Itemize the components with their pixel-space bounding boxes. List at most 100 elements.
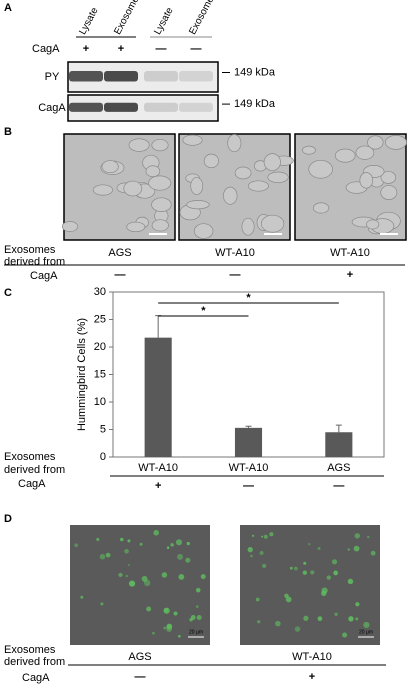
fluorescent-spot (139, 542, 143, 546)
cell (182, 134, 203, 146)
fluorescent-spot (127, 539, 131, 543)
cell (247, 180, 269, 192)
fluorescent-spot (200, 574, 206, 580)
panel-label: D (4, 513, 12, 525)
cell (302, 145, 316, 155)
cell (227, 134, 242, 153)
cell (223, 186, 238, 205)
row-label: derived from (4, 464, 65, 476)
cell (241, 217, 255, 236)
column-header: Exosome (112, 0, 141, 37)
row-label: derived from (4, 656, 65, 668)
fluorescent-spot (128, 580, 136, 587)
fluorescent-spot (152, 631, 155, 635)
fluorescent-spot (105, 552, 111, 558)
fluorescent-spot (178, 573, 185, 580)
fluorescent-spot (326, 575, 331, 580)
fluorescent-spot (334, 612, 338, 616)
fluorescent-spot (118, 572, 123, 578)
sign: + (309, 671, 315, 683)
cell (234, 166, 252, 180)
row-label: CagA (30, 270, 58, 282)
sign: + (118, 43, 124, 55)
fluorescent-spot (259, 550, 264, 555)
row-label: CagA (22, 672, 50, 684)
significance-label: * (246, 292, 251, 304)
fluorescent-spot (186, 541, 190, 546)
fluorescent-spot (161, 572, 168, 578)
y-tick-label: 0 (100, 451, 106, 463)
panel-label: A (4, 2, 12, 14)
fluorescent-spot (370, 550, 376, 556)
group-label: AGS (128, 651, 151, 663)
fluorescent-spot (250, 554, 253, 558)
fluorescent-spot (195, 587, 201, 593)
y-tick-label: 15 (94, 368, 106, 380)
cell (334, 148, 356, 163)
group-label: AGS (108, 247, 131, 259)
fluorescent-spot (96, 537, 100, 542)
fluorescent-spot (127, 563, 130, 566)
bar (144, 337, 172, 457)
fluorescent-spot (331, 559, 338, 565)
fluorescent-spot (163, 626, 167, 630)
cell (359, 172, 374, 189)
row-label: Exosomes (4, 644, 56, 656)
group-label: WT-A10 (215, 247, 255, 259)
fluorescent-spot (166, 626, 172, 632)
fluorescent-spot (317, 616, 323, 622)
fluorescent-spot (310, 570, 315, 575)
cell (145, 165, 161, 178)
error-bar (155, 315, 162, 338)
band (69, 71, 103, 82)
band (104, 71, 138, 82)
fluorescent-spot (317, 546, 321, 550)
fluorescent-spot (196, 615, 202, 620)
sign: — (115, 269, 126, 281)
fluorescent-spot (294, 626, 301, 632)
cell (123, 180, 143, 197)
fluorescent-spot (99, 553, 106, 560)
cell (151, 219, 169, 232)
fluorescent-spot (289, 566, 293, 570)
fluorescent-spot (195, 605, 199, 608)
row-label: CagA (32, 43, 60, 55)
fluorescent-spot (355, 617, 359, 621)
cell (151, 197, 172, 212)
marker-label: 149 kDa (234, 66, 276, 78)
band (179, 71, 213, 82)
row-label: Exosomes (4, 244, 56, 256)
band (144, 102, 178, 112)
x-tick-label: WT-A10 (138, 462, 178, 474)
sign: — (156, 43, 167, 55)
sign: + (347, 269, 353, 281)
fluorescent-spot (355, 602, 360, 607)
fluorescent-spot (261, 535, 264, 538)
cell (128, 138, 150, 152)
cell (385, 135, 407, 150)
panel-label: C (4, 287, 12, 299)
cell (260, 214, 285, 233)
fluorescent-spot (275, 620, 281, 627)
fluorescent-spot (124, 548, 129, 554)
marker-label: 149 kDa (234, 98, 276, 110)
scale-label: 20 µm (189, 629, 203, 635)
blot-label: CagA (38, 102, 66, 114)
row-label: CagA (18, 478, 46, 490)
fluorescent-spot (363, 621, 370, 629)
cell (186, 200, 210, 210)
fluorescent-spot (321, 590, 327, 597)
cell (203, 153, 219, 169)
cell (355, 145, 375, 160)
bar (234, 427, 263, 457)
band (104, 102, 138, 112)
cell (92, 184, 113, 196)
fluorescent-spot (100, 602, 104, 606)
y-axis-label: Hummingbird Cells (%) (76, 318, 88, 431)
band (144, 71, 178, 82)
cell (101, 160, 119, 174)
fluorescent-spot (185, 557, 191, 563)
fluorescent-spot (173, 611, 178, 616)
fluorescent-spot (347, 548, 350, 551)
fluorescent-spot (189, 618, 193, 622)
